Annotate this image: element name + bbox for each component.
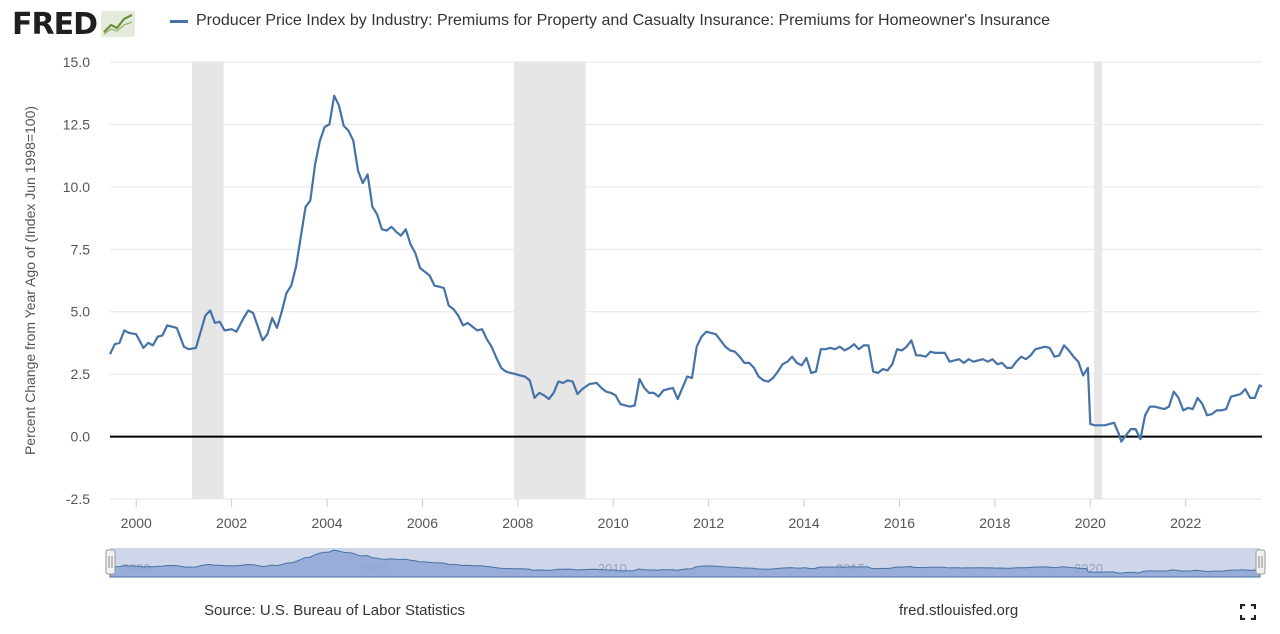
site-link[interactable]: fred.stlouisfed.org <box>899 602 1019 619</box>
recession-band <box>514 62 586 499</box>
y-tick-label: 7.5 <box>71 241 91 257</box>
legend-swatch <box>170 19 188 23</box>
x-tick-label: 2022 <box>1170 515 1201 531</box>
legend-series-label: Producer Price Index by Industry: Premiu… <box>196 12 1051 29</box>
fred-logo-text: FRED <box>12 6 98 42</box>
chart-legend: Producer Price Index by Industry: Premiu… <box>170 12 1050 30</box>
range-navigator[interactable]: 20002005201020152020 <box>105 548 1266 578</box>
navigator-left-handle[interactable] <box>105 549 116 575</box>
y-axis-label: Percent Change from Year Ago of (Index J… <box>22 106 38 455</box>
x-tick-label: 2010 <box>598 515 629 531</box>
y-tick-label: 0.0 <box>71 429 91 445</box>
navigator-series-area <box>109 549 1261 578</box>
x-tick-label: 2002 <box>216 515 247 531</box>
navigator-right-handle[interactable] <box>1255 549 1266 575</box>
recession-band <box>192 62 224 499</box>
series-line <box>109 94 1263 443</box>
fullscreen-icon[interactable] <box>1240 604 1256 620</box>
x-tick-label: 2018 <box>979 515 1010 531</box>
plot-area: -2.5 0.0 2.5 5.0 7.5 10.0 12.5 15.0 2000 2002 2004… <box>22 54 1263 531</box>
y-tick-label: -2.5 <box>66 491 90 507</box>
x-tick-label: 2006 <box>407 515 438 531</box>
y-tick-label: 5.0 <box>71 304 91 320</box>
x-tick-label: 2004 <box>311 515 342 531</box>
x-tick-label: 2008 <box>502 515 533 531</box>
x-tick-label: 2012 <box>693 515 724 531</box>
y-tick-label: 12.5 <box>63 116 90 132</box>
y-tick-label: 10.0 <box>63 179 90 195</box>
x-tick-label: 2000 <box>121 515 152 531</box>
x-tick-label: 2016 <box>884 515 915 531</box>
x-tick-label: 2014 <box>788 515 819 531</box>
x-tick-label: 2020 <box>1075 515 1106 531</box>
fred-graph-badge-icon <box>101 11 135 37</box>
y-tick-label: 15.0 <box>63 54 90 70</box>
recession-band <box>1094 62 1103 499</box>
source-note: Source: U.S. Bureau of Labor Statistics <box>204 602 465 619</box>
y-tick-label: 2.5 <box>71 366 91 382</box>
fred-logo[interactable]: FRED <box>12 4 135 44</box>
